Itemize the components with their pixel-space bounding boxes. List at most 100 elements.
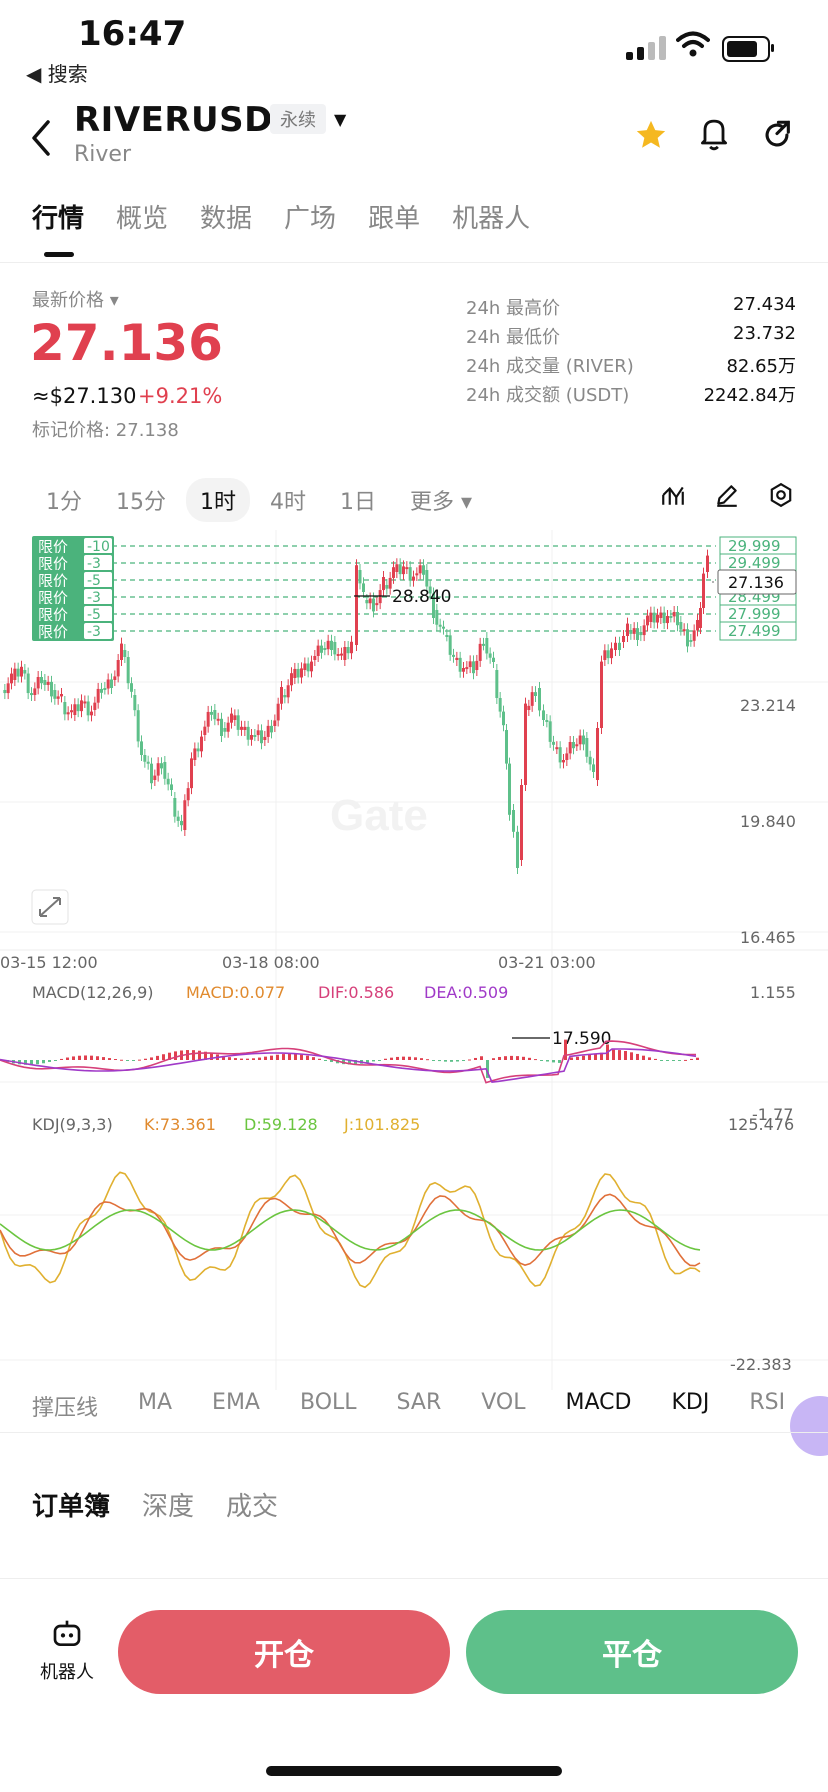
share-icon[interactable] (760, 118, 794, 152)
candle-body (80, 700, 83, 712)
ind-macd[interactable]: MACD (565, 1390, 632, 1415)
kdj-d: D:59.128 (244, 1115, 318, 1134)
tf-1h[interactable]: 1时 (186, 478, 250, 522)
back-to-search[interactable]: ◀ 搜索 (26, 62, 88, 86)
tf-more[interactable]: 更多 ▾ (410, 490, 473, 515)
ind-boll[interactable]: BOLL (299, 1390, 357, 1415)
macd-bar (318, 1058, 321, 1060)
macd-bar (696, 1057, 699, 1060)
robot-button[interactable]: 机器人 (36, 1618, 98, 1684)
macd-bar (282, 1054, 285, 1060)
tab-bot[interactable]: 机器人 (452, 204, 531, 234)
last-price-label[interactable]: 最新价格 ▾ (32, 290, 119, 311)
candle-body (395, 564, 399, 572)
tab-copytrade[interactable]: 跟单 (368, 204, 421, 234)
pair-dropdown-icon[interactable]: ▼ (334, 110, 347, 129)
candle-body (86, 701, 90, 716)
candle-body (516, 831, 519, 868)
main-tabs: 行情 概览 数据 广场 跟单 机器人 (32, 198, 562, 235)
candle-body (90, 711, 93, 716)
candle-body (193, 748, 197, 760)
candle-body (656, 614, 659, 623)
tab-depth[interactable]: 深度 (142, 1492, 195, 1522)
indicator-tool-icon[interactable] (660, 482, 686, 508)
tf-4h[interactable]: 4时 (270, 490, 306, 515)
macd-bar (378, 1060, 381, 1061)
macd-bar (570, 1057, 573, 1060)
settings-gear-icon[interactable] (768, 482, 794, 508)
macd-bar (546, 1060, 549, 1062)
tab-square[interactable]: 广场 (284, 204, 337, 234)
candle-body (610, 648, 613, 659)
tab-overview[interactable]: 概览 (116, 204, 169, 234)
macd-bar (36, 1060, 39, 1065)
ind-kdj[interactable]: KDJ (671, 1390, 710, 1415)
candle-body (372, 598, 375, 612)
macd-bar (510, 1055, 513, 1060)
candle-body (465, 667, 469, 670)
candle-body (385, 585, 389, 589)
close-position-button[interactable]: 平仓 (466, 1610, 798, 1694)
candle-body (672, 612, 676, 617)
macd-bar (444, 1060, 447, 1062)
candle-body (190, 758, 193, 789)
candle-body (100, 688, 103, 693)
candle-body (402, 566, 405, 575)
macd-bar (120, 1059, 123, 1061)
macd-bar (324, 1060, 327, 1061)
candle-body (512, 810, 515, 832)
macd-title: MACD(12,26,9) (32, 983, 154, 1002)
kdj-j: J:101.825 (343, 1115, 420, 1134)
tab-orderbook[interactable]: 订单簿 (32, 1492, 111, 1522)
favorite-star-icon[interactable] (634, 118, 668, 152)
signal-icon (626, 36, 668, 60)
macd-bar (462, 1060, 465, 1061)
candle-body (552, 741, 555, 745)
candle-body (73, 704, 77, 715)
candle-body (156, 763, 160, 776)
ind-sar[interactable]: SAR (396, 1390, 442, 1415)
candle-body (558, 747, 562, 763)
back-arrow-icon[interactable] (28, 118, 54, 158)
kline-chart[interactable]: Gate 限价-1029.999限价-329.499限价-528.999限价-3… (0, 530, 828, 1410)
order-type-label: 限价 (38, 589, 68, 607)
x-tick: 03-15 12:00 (0, 953, 98, 972)
macd-bar (456, 1060, 459, 1062)
tab-market[interactable]: 行情 (32, 204, 85, 234)
open-position-button[interactable]: 开仓 (118, 1610, 450, 1694)
macd-bar (54, 1060, 57, 1061)
candle-body (176, 816, 180, 821)
wifi-icon (676, 31, 710, 57)
candle-body (692, 630, 696, 641)
pair-title[interactable]: RIVERUSDT (74, 100, 297, 140)
tab-data[interactable]: 数据 (200, 204, 253, 234)
ind-ema[interactable]: EMA (212, 1390, 260, 1415)
candle-body (575, 744, 579, 747)
candle-body (270, 725, 273, 733)
order-qty-label: -3 (87, 624, 101, 640)
draw-pencil-icon[interactable] (714, 482, 740, 508)
candle-body (603, 650, 607, 660)
stat-row: 24h 最高价 27.434 (466, 294, 796, 323)
stat-label: 24h 最低价 (466, 327, 561, 348)
tab-trades[interactable]: 成交 (226, 1492, 279, 1522)
order-qty-box (84, 572, 112, 588)
candle-body (6, 683, 10, 694)
ind-ma[interactable]: MA (138, 1390, 173, 1415)
ind-vol[interactable]: VOL (481, 1390, 526, 1415)
candle-body (632, 628, 636, 634)
candle-body (110, 679, 113, 688)
candle-body (422, 565, 425, 575)
candle-body (488, 653, 492, 658)
ind-support-resist[interactable]: 撑压线 (32, 1396, 99, 1421)
tf-15m[interactable]: 15分 (116, 490, 166, 515)
tf-1m[interactable]: 1分 (46, 490, 82, 515)
candle-body (293, 668, 297, 678)
ind-rsi[interactable]: RSI (749, 1390, 786, 1415)
order-type-label: 限价 (38, 606, 68, 624)
tf-1d[interactable]: 1日 (340, 490, 376, 515)
dea-line (0, 1048, 697, 1083)
bell-icon[interactable] (698, 116, 730, 152)
macd-bar (432, 1060, 435, 1061)
stat-row: 24h 成交量 (RIVER) 82.65万 (466, 352, 796, 381)
